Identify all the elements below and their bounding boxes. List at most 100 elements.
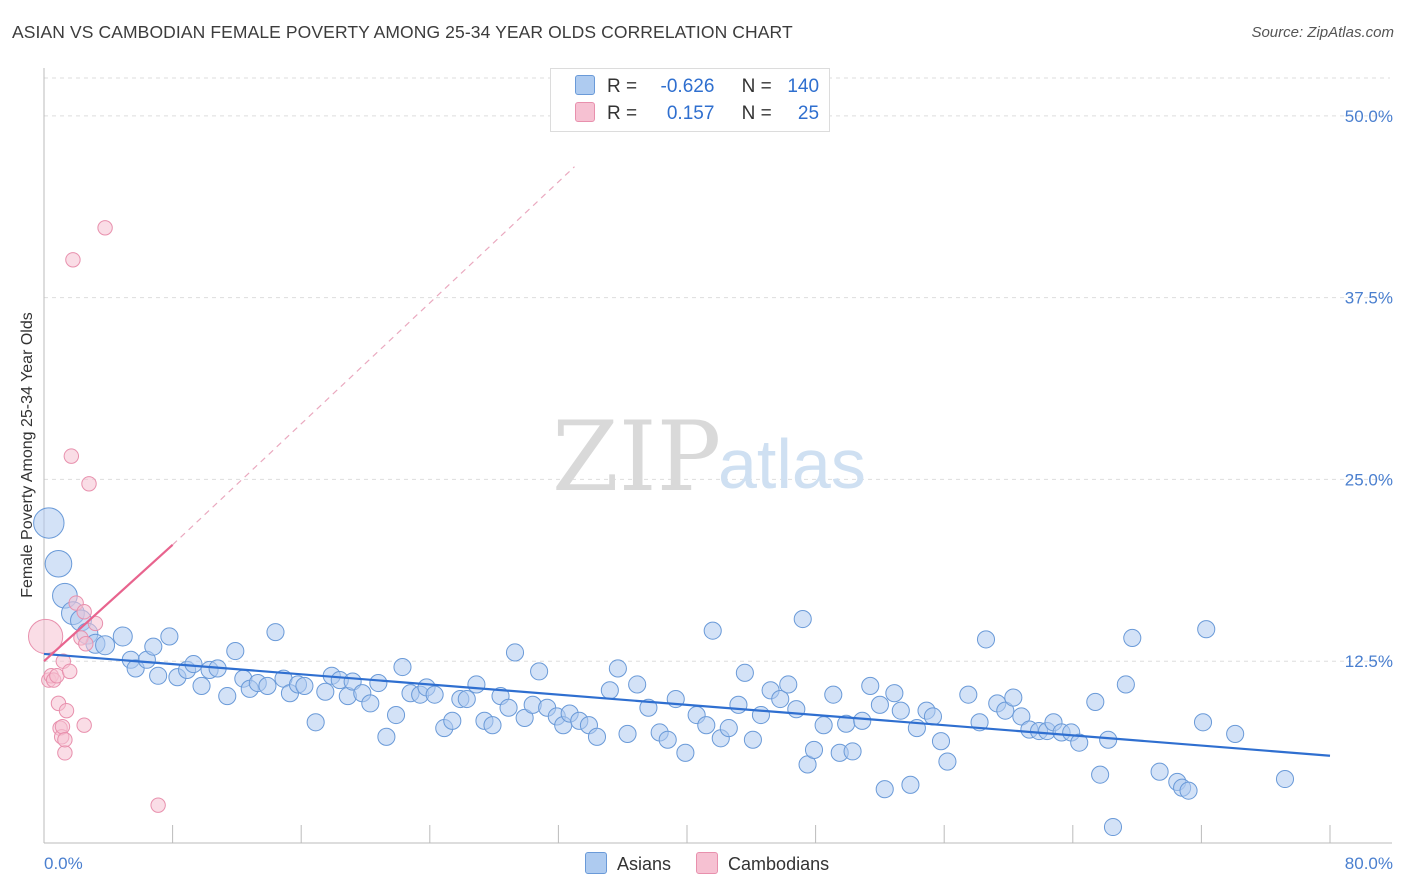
legend-n-value: 25 [797, 103, 820, 124]
data-point [160, 627, 179, 646]
data-point [729, 695, 748, 714]
data-point [1070, 733, 1089, 752]
data-point [530, 662, 549, 681]
legend-row-asians: R = -0.626 N = 140 [575, 75, 819, 99]
data-point [658, 730, 677, 749]
asian-swatch [575, 75, 595, 95]
data-point [483, 716, 502, 735]
data-point [996, 701, 1015, 720]
data-point [369, 673, 388, 693]
data-point [87, 615, 104, 632]
trend-lines [43, 166, 1331, 757]
data-point [218, 687, 237, 706]
x-tick-label: 80.0% [1345, 854, 1393, 873]
data-point [425, 685, 444, 704]
x-tick-label: 0.0% [44, 854, 83, 873]
data-point [386, 705, 406, 725]
correlation-legend: R = -0.626 N = 140 R = 0.157 N = 25 [550, 68, 830, 132]
legend-r-value: -0.626 [660, 76, 715, 97]
data-point [515, 708, 534, 727]
data-point [1226, 724, 1245, 743]
data-point [719, 719, 738, 738]
data-point [600, 681, 619, 700]
data-point [787, 700, 806, 719]
y-tick-label: 25.0% [1345, 470, 1393, 489]
data-point [891, 701, 910, 720]
data-point [33, 507, 65, 539]
legend-r-label: R = [607, 103, 638, 124]
y-tick-label: 37.5% [1345, 289, 1393, 308]
legend-n-label: N = [741, 76, 772, 97]
data-point [1150, 762, 1169, 781]
legend-r-label: R = [607, 76, 638, 97]
data-point [499, 698, 518, 717]
data-point [587, 727, 607, 746]
data-point [443, 711, 462, 730]
cambodian-swatch [575, 102, 595, 122]
legend-n-value: 140 [787, 76, 820, 97]
cambodian-series [28, 220, 166, 813]
tick-labels: 50.0% 37.5% 25.0% 12.5% 0.0% 80.0% [44, 107, 1393, 873]
data-point [697, 716, 716, 735]
data-point [901, 775, 920, 794]
data-point [976, 630, 996, 649]
watermark-zip: ZIP [552, 401, 721, 513]
data-point [266, 623, 285, 642]
cambodian-trend-extension [172, 166, 575, 546]
y-tick-label: 12.5% [1345, 652, 1393, 671]
data-point [81, 476, 97, 492]
data-point [95, 635, 116, 656]
legend-r-value: 0.157 [666, 103, 715, 124]
data-point [184, 655, 203, 674]
data-point [54, 718, 71, 735]
data-point [97, 220, 113, 236]
data-point [804, 740, 824, 759]
data-point [1179, 781, 1198, 800]
watermark: ZIP atlas [552, 401, 866, 513]
legend-item-asians[interactable]: Asians [585, 852, 671, 875]
data-point [44, 549, 73, 578]
data-point [743, 730, 762, 749]
data-point [824, 685, 843, 704]
data-point [76, 604, 92, 620]
data-point [192, 676, 211, 695]
data-point [1197, 620, 1216, 639]
data-point [1275, 769, 1295, 789]
data-point [393, 657, 412, 677]
data-point [295, 676, 314, 695]
data-point [751, 705, 770, 725]
data-point [258, 676, 277, 695]
data-point [144, 637, 163, 656]
data-point [618, 724, 637, 743]
watermark-atlas: atlas [718, 425, 866, 503]
chart-title: ASIAN VS CAMBODIAN FEMALE POVERTY AMONG … [12, 22, 793, 42]
data-point [735, 663, 754, 682]
data-point [63, 448, 80, 464]
data-point [361, 694, 380, 713]
data-point [608, 659, 627, 678]
data-point [843, 742, 862, 761]
data-point [639, 698, 658, 717]
data-point [1116, 675, 1135, 694]
data-point [112, 626, 133, 647]
data-point [870, 695, 889, 714]
asian-trend-line [43, 652, 1331, 757]
source-label: Source: ZipAtlas.com [1251, 24, 1394, 41]
asian-series [33, 507, 1295, 837]
series-legend: Asians Cambodians [585, 852, 849, 875]
data-point [959, 685, 978, 704]
data-point [78, 636, 94, 652]
data-point [76, 717, 92, 733]
data-point [628, 675, 647, 694]
gridlines [44, 77, 1390, 662]
data-point [814, 716, 833, 735]
data-point [377, 727, 396, 746]
data-point [793, 609, 812, 629]
data-point [57, 745, 73, 761]
data-point [58, 702, 75, 719]
legend-item-cambodians[interactable]: Cambodians [696, 852, 829, 875]
data-point [938, 752, 957, 771]
data-point [923, 707, 942, 726]
data-point [1004, 688, 1023, 707]
